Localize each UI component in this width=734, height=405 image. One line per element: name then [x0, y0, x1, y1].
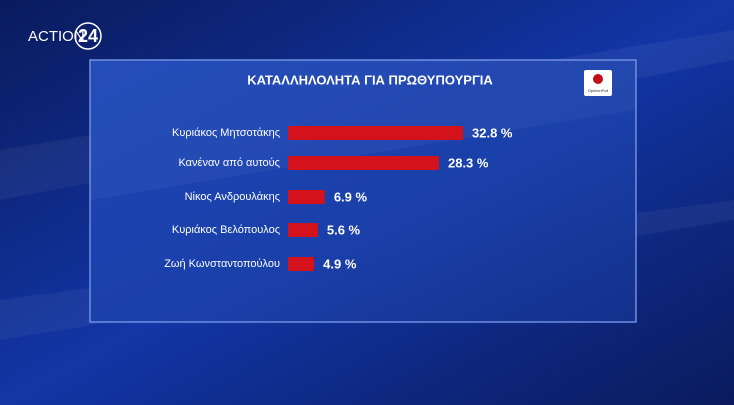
value-label: 5.6 % — [327, 222, 361, 237]
value-label: 32.8 % — [472, 125, 513, 140]
bar — [288, 257, 315, 271]
category-label: Κυριάκος Μητσοτάκης — [172, 127, 280, 139]
panel — [89, 59, 637, 323]
value-label: 6.9 % — [334, 189, 368, 204]
category-label: Ζωή Κωνσταντοπούλου — [164, 258, 280, 270]
logo-number: 24 — [78, 26, 98, 46]
source-logo-mark — [593, 74, 603, 84]
bar — [288, 126, 463, 140]
logo-ring — [74, 22, 102, 50]
category-label: Νίκος Ανδρουλάκης — [185, 191, 280, 203]
category-label: Κανέναν από αυτούς — [178, 157, 280, 169]
value-label: 28.3 % — [448, 155, 489, 170]
bar — [288, 223, 318, 237]
chart-title: ΚΑΤΑΛΛΗΛΟΛΗΤΑ ΓΙΑ ΠΡΩΘΥΠΟΥΡΓΙΑ — [247, 72, 493, 87]
value-label: 4.9 % — [323, 256, 357, 271]
category-label: Κυριάκος Βελόπουλος — [172, 224, 280, 236]
bar — [288, 190, 325, 204]
logo-text: ACTION — [28, 28, 85, 45]
source-text: OpinionPoll — [588, 88, 609, 93]
bar — [288, 156, 439, 170]
